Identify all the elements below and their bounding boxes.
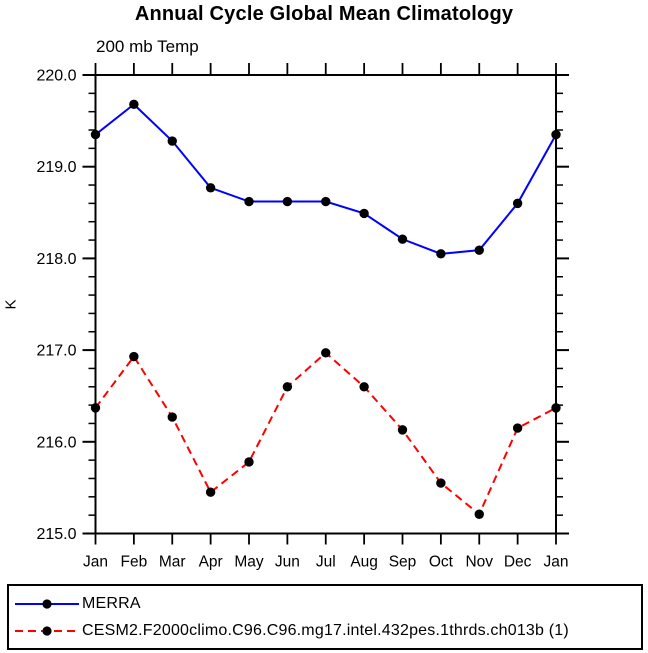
- legend-item: MERRA: [15, 590, 641, 617]
- data-point-marker: [359, 382, 369, 392]
- legend-line-swatch: [15, 625, 79, 636]
- legend-line-swatch: [15, 598, 79, 609]
- data-point-marker: [129, 99, 139, 110]
- legend-item: CESM2.F2000climo.C96.C96.mg17.intel.432p…: [15, 617, 641, 644]
- y-tick-label: 219.0: [36, 159, 76, 176]
- data-point-marker: [359, 208, 369, 219]
- x-tick-label: May: [234, 554, 264, 571]
- data-point-marker: [551, 403, 561, 413]
- x-tick-label: Mar: [159, 554, 186, 571]
- x-tick-label: Jun: [275, 554, 300, 571]
- x-tick-label: Jan: [544, 554, 569, 571]
- data-point-marker: [551, 129, 561, 140]
- data-point-marker: [167, 136, 177, 146]
- x-tick-label: Feb: [121, 554, 148, 571]
- data-point-marker: [321, 196, 331, 207]
- x-tick-label: Nov: [465, 554, 493, 571]
- y-tick-label: 220.0: [36, 68, 76, 85]
- data-point-marker: [321, 348, 331, 358]
- data-point-marker: [244, 457, 254, 467]
- data-point-marker: [282, 382, 293, 392]
- data-point-marker: [512, 423, 523, 433]
- data-point-marker: [90, 129, 101, 140]
- x-tick-label: Dec: [504, 554, 532, 571]
- chart-title: Annual Cycle Global Mean Climatology: [134, 3, 514, 25]
- data-point-marker: [512, 198, 523, 209]
- x-tick-label: Oct: [429, 554, 454, 571]
- y-tick-label: 215.0: [36, 526, 76, 543]
- data-point-marker: [282, 196, 293, 207]
- legend-marker-icon: [42, 625, 52, 636]
- plot-area: Jan Feb Mar Apr May Jun Jul Aug Sep Oct Nov Dec Jan 2…: [36, 63, 569, 571]
- x-tick-label: Aug: [350, 554, 378, 571]
- data-point-marker: [167, 412, 177, 422]
- x-tick-label: Sep: [389, 554, 417, 571]
- chart-subtitle: 200 mb Temp: [96, 37, 199, 56]
- data-point-marker: [205, 183, 216, 193]
- x-tick-label: Jan: [83, 554, 108, 571]
- data-point-marker: [397, 234, 408, 244]
- legend-label: CESM2.F2000climo.C96.C96.mg17.intel.432p…: [82, 621, 569, 639]
- data-point-marker: [129, 351, 139, 362]
- series-line: [94, 351, 557, 516]
- y-tick-label: 216.0: [36, 434, 76, 451]
- data-point-marker: [205, 487, 216, 497]
- data-point-marker: [436, 249, 446, 259]
- plot-frame: [94, 74, 557, 535]
- data-point-marker: [244, 196, 254, 207]
- data-point-marker: [474, 509, 484, 519]
- data-point-marker: [90, 403, 101, 413]
- y-tick-label: 218.0: [36, 251, 76, 268]
- data-point-marker: [397, 425, 408, 435]
- legend-box: MERRA CESM2.F2000climo.C96.C96.mg17.intel…: [7, 584, 643, 650]
- data-point-marker: [436, 478, 446, 488]
- x-tick-label: Jul: [316, 554, 336, 571]
- y-tick-label: 217.0: [36, 343, 76, 360]
- legend-marker-icon: [42, 598, 52, 609]
- data-point-marker: [474, 245, 484, 255]
- x-tick-label: Apr: [199, 554, 223, 571]
- legend-label: MERRA: [82, 594, 141, 612]
- series-line: [94, 103, 557, 255]
